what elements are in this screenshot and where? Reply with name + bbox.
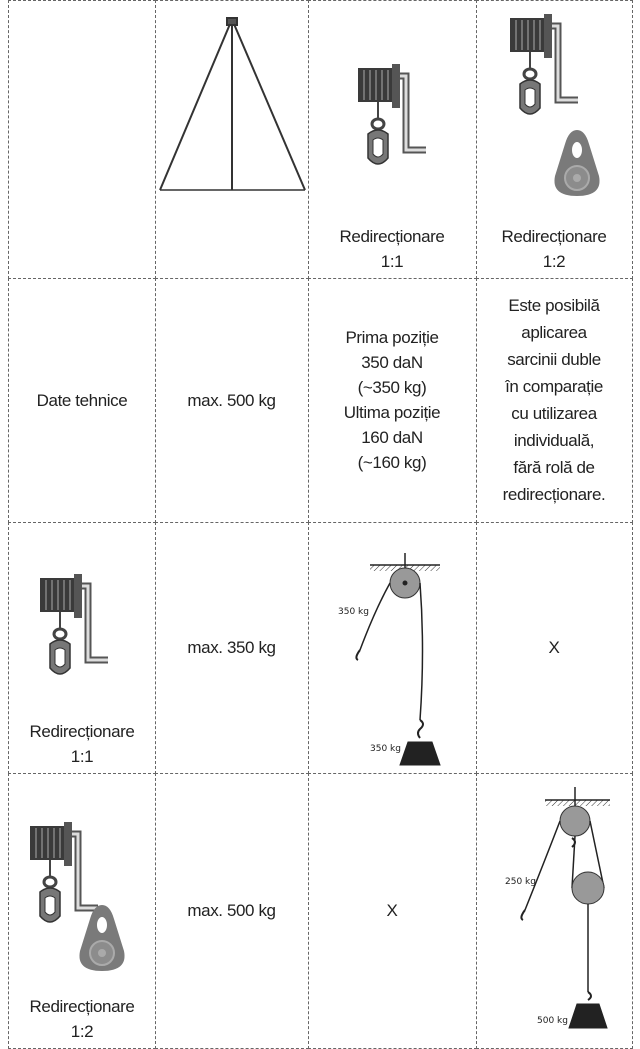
header-cell: Redirecționare 1:2 [476, 0, 633, 279]
row-label: Redirecționare 1:1 [8, 522, 156, 774]
label: 1:1 [70, 747, 94, 766]
row-label: Date tehnice [8, 278, 156, 523]
value: max. 500 kg [187, 901, 276, 920]
diagram-1-1 [355, 553, 441, 766]
diagram-label: 350 kg [338, 607, 369, 617]
tripod-cell [155, 0, 309, 279]
line: aplicarea [521, 323, 587, 342]
diagram-label: 250 kg [505, 877, 536, 887]
value-cell: X [476, 522, 633, 774]
value-cell: Prima poziție 350 daN (~350 kg) Ultima p… [308, 278, 477, 523]
tripod-icon [159, 17, 306, 191]
caption: Redirecționare [339, 227, 445, 246]
empty-cell [8, 0, 156, 279]
line: Este posibilă [508, 296, 600, 315]
line: (~350 kg) [357, 378, 427, 397]
line: individuală, [513, 431, 595, 450]
caption: 1:1 [380, 252, 404, 271]
label: Redirecționare [29, 722, 135, 741]
line: (~160 kg) [357, 453, 427, 472]
label: Redirecționare [29, 997, 135, 1016]
winch-icon [510, 14, 578, 114]
line: fără rolă de [513, 458, 595, 477]
caption: 1:2 [542, 252, 566, 271]
value-cell: Este posibilă aplicarea sarcinii duble î… [476, 278, 633, 523]
winch-icon [358, 64, 426, 164]
value: max. 500 kg [187, 390, 276, 410]
label: Date tehnice [36, 390, 128, 410]
value: max. 350 kg [187, 638, 276, 657]
line: Prima poziție [345, 328, 439, 347]
diagram-label: 500 kg [537, 1016, 568, 1026]
value-cell: max. 350 kg [155, 522, 309, 774]
line: sarcinii duble [507, 350, 601, 369]
value: X [386, 901, 398, 920]
diagram-cell [308, 522, 477, 774]
pulley-icon [553, 129, 601, 197]
pulley-icon [78, 904, 126, 972]
caption: Redirecționare [501, 227, 607, 246]
diagram-label: 350 kg [370, 744, 401, 754]
line: în comparație [505, 377, 603, 396]
winch-icon [40, 574, 108, 674]
line: 350 daN [361, 353, 423, 372]
line: redirecționare. [502, 485, 606, 504]
label: 1:2 [70, 1022, 94, 1041]
line: 160 daN [361, 428, 423, 447]
line: Ultima poziție [343, 403, 441, 422]
winch-icon [30, 822, 98, 922]
diagram-1-2 [520, 787, 610, 1029]
value-cell: max. 500 kg [155, 278, 309, 523]
header-cell: Redirecționare 1:1 [308, 0, 477, 279]
line: cu utilizarea [511, 404, 597, 423]
value: X [548, 638, 560, 657]
